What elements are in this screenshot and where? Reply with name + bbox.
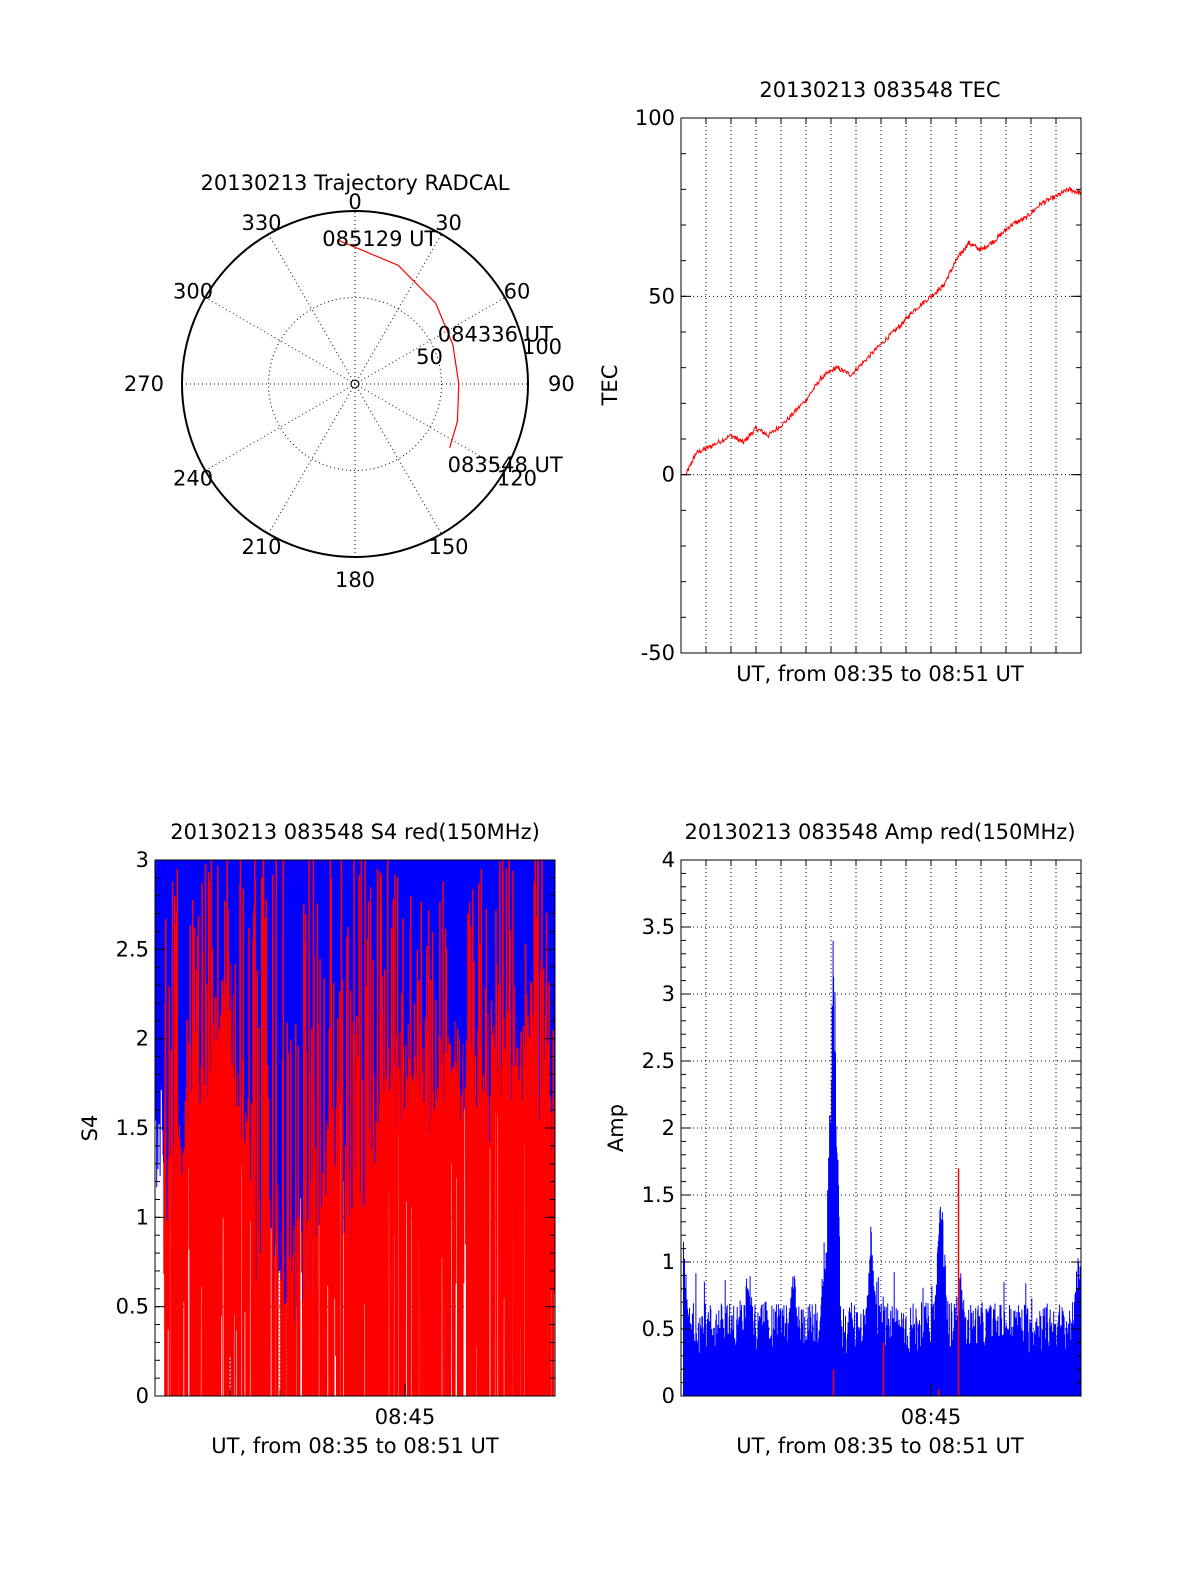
amp-ytick-label: 1	[662, 1250, 675, 1274]
polar-azimuth-labels: 0 30 60 90 120 150 180 210 240 270 300 330	[124, 190, 575, 592]
tec-frame	[680, 117, 1082, 654]
s4-ytick-label: 1	[136, 1205, 149, 1229]
tec-ytick-label: 50	[648, 284, 675, 308]
tec-chart: 20130213 083548 TEC -50 0 50 100 UT, from 0…	[598, 78, 1082, 686]
amp-ytick-label: 3	[662, 982, 675, 1006]
tec-ytick-label: 100	[635, 106, 675, 130]
polar-azimuth-label: 150	[428, 535, 468, 559]
s4-ytick-label: 0	[136, 1384, 149, 1408]
s4-ytick-label: 2.5	[116, 937, 149, 961]
polar-azimuth-label: 330	[241, 211, 281, 235]
polar-annotations: 085129 UT 084336 UT 083548 UT	[322, 227, 563, 477]
amp-blue-bars	[683, 940, 1081, 1396]
polar-center	[350, 379, 360, 389]
amp-xtick-label: 08:45	[901, 1405, 962, 1429]
amp-ytick-label: 2.5	[642, 1049, 675, 1073]
polar-azimuth-label: 60	[504, 280, 531, 304]
polar-radial-label: 50	[416, 345, 443, 369]
polar-azimuth-label: 90	[548, 372, 575, 396]
s4-ytick-label: 3	[136, 848, 149, 872]
amp-xlabel: UT, from 08:35 to 08:51 UT	[736, 1434, 1024, 1458]
polar-azimuth-label: 210	[241, 535, 281, 559]
trajectory-annotation: 085129 UT	[322, 227, 437, 251]
polar-title: 20130213 Trajectory RADCAL	[201, 171, 510, 195]
polar-trajectory-chart: 20130213 Trajectory RADCAL 0 30 60 90 120 150…	[124, 171, 575, 592]
s4-series	[155, 860, 555, 1396]
trajectory-annotation: 083548 UT	[448, 453, 563, 477]
polar-azimuth-label: 30	[435, 211, 462, 235]
amp-ylabel: Amp	[604, 1104, 628, 1152]
polar-azimuth-label: 180	[335, 568, 375, 592]
tec-grid	[681, 118, 1081, 653]
amp-ytick-label: 3.5	[642, 915, 675, 939]
amp-ytick-label: 4	[662, 848, 675, 872]
tec-xlabel: UT, from 08:35 to 08:51 UT	[736, 662, 1024, 686]
polar-azimuth-label: 240	[173, 467, 213, 491]
s4-ytick-label: 1.5	[116, 1116, 149, 1140]
trajectory-annotation: 084336 UT	[438, 323, 553, 347]
amp-ytick-label: 0	[662, 1384, 675, 1408]
amp-title: 20130213 083548 Amp red(150MHz)	[684, 820, 1075, 844]
s4-plot-area	[155, 860, 555, 1396]
s4-xtick-label: 08:45	[375, 1405, 436, 1429]
tec-ytick-label: -50	[641, 641, 675, 665]
amp-y-ticks: 0 0.5 1 1.5 2 2.5 3 3.5 4	[642, 848, 1081, 1408]
trajectory-line	[337, 239, 460, 449]
s4-y-ticks: 0 0.5 1 1.5 2 2.5 3	[116, 848, 555, 1408]
polar-azimuth-label: 120	[497, 467, 537, 491]
tec-line	[685, 187, 1081, 477]
tec-y-ticks: -50 0 50 100	[635, 106, 1081, 665]
tec-title: 20130213 083548 TEC	[759, 78, 1000, 102]
polar-radial-labels: 50 100	[416, 335, 562, 369]
tec-ytick-label: 0	[662, 463, 675, 487]
s4-title: 20130213 083548 S4 red(150MHz)	[170, 820, 540, 844]
s4-chart: 20130213 083548 S4 red(150MHz) 0 0.5 1 1.5 2…	[78, 820, 556, 1458]
amp-ytick-label: 0.5	[642, 1317, 675, 1341]
s4-red-overlay	[164, 860, 554, 1396]
polar-azimuth-label: 0	[348, 190, 361, 214]
s4-ytick-label: 0.5	[116, 1295, 149, 1319]
polar-ring-50	[268, 297, 442, 471]
s4-ylabel: S4	[78, 1115, 102, 1142]
polar-grid	[182, 211, 528, 557]
s4-xlabel: UT, from 08:35 to 08:51 UT	[211, 1434, 499, 1458]
s4-ytick-label: 2	[136, 1027, 149, 1051]
polar-spoke	[268, 233, 442, 535]
amp-ytick-label: 2	[662, 1116, 675, 1140]
amp-series	[683, 940, 1081, 1396]
amp-chart: 20130213 083548 Amp red(150MHz) 0 0.5 1 1.5…	[604, 820, 1082, 1458]
tec-series	[685, 187, 1081, 477]
polar-azimuth-label: 300	[173, 280, 213, 304]
tec-ylabel: TEC	[598, 365, 622, 407]
polar-radial-label: 100	[522, 335, 562, 359]
polar-trajectory	[337, 239, 460, 449]
amp-ytick-label: 1.5	[642, 1183, 675, 1207]
polar-azimuth-label: 270	[124, 372, 164, 396]
amp-grid	[681, 860, 1081, 1396]
